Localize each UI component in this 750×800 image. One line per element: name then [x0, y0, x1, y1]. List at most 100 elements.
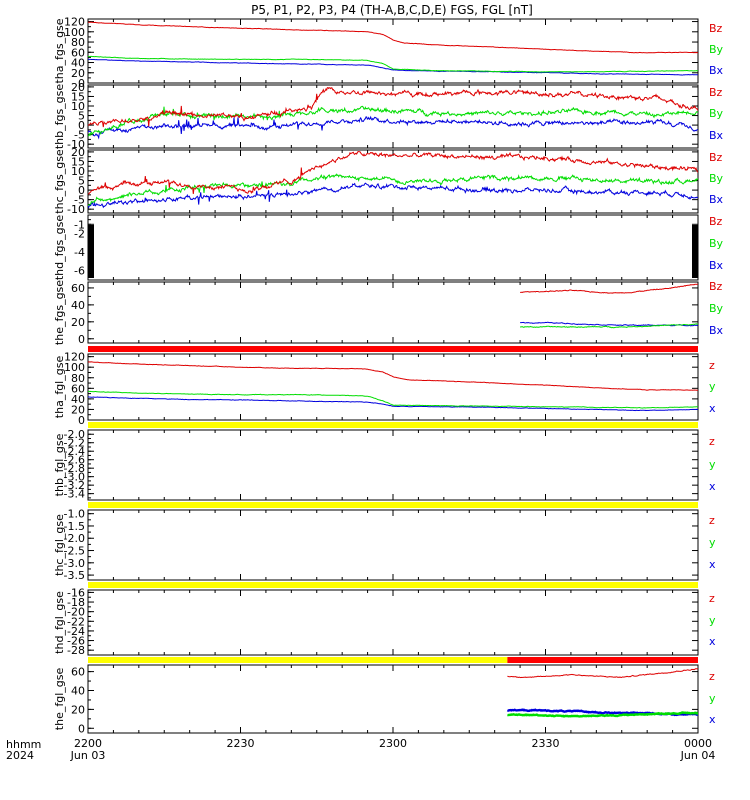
legend-x: x: [709, 558, 716, 571]
x-axis-label-year: 2024: [6, 749, 34, 762]
series-line-x: [88, 182, 698, 209]
y-tick-label: 0: [78, 77, 85, 90]
legend-Bz: Bz: [709, 280, 723, 293]
y-tick-label: -2.2: [64, 437, 85, 450]
y-tick-label: 0: [78, 119, 85, 132]
y-tick-label: -22: [67, 615, 85, 628]
legend-x: x: [709, 635, 716, 648]
legend-z: z: [709, 514, 715, 527]
y-tick-label: 100: [64, 361, 85, 374]
panel-frame: [87, 429, 699, 501]
y-tick-label: -2: [74, 228, 85, 241]
y-tick-label: 10: [71, 100, 85, 113]
legend-By: By: [709, 107, 724, 120]
y-tick-label: 80: [71, 36, 85, 49]
series-line-y: [88, 390, 698, 409]
y-tick-label: 120: [64, 351, 85, 364]
y-axis-label: thb_fgl_gse: [53, 433, 66, 496]
y-tick-label: -1: [74, 218, 85, 231]
legend-By: By: [709, 172, 724, 185]
legend-By: By: [709, 43, 724, 56]
panel-frame: [87, 214, 699, 281]
y-tick-label: 60: [71, 282, 85, 295]
y-tick-label: -2.6: [64, 454, 85, 467]
legend-y: y: [709, 536, 716, 549]
y-tick-label: -10: [67, 203, 85, 216]
legend-z: z: [709, 670, 715, 683]
y-tick-label: 40: [71, 299, 85, 312]
y-tick-label: 15: [71, 155, 85, 168]
series-line-x: [520, 321, 698, 327]
legend-y: y: [709, 380, 716, 393]
y-tick-label: 15: [71, 90, 85, 103]
x-axis-label-format: hhmm: [6, 738, 41, 751]
y-tick-label: 20: [71, 403, 85, 416]
series-line-z: [88, 151, 698, 195]
y-axis-label: thc_fgl_gse: [53, 514, 66, 576]
y-axis-label: tha_fgl_gse: [53, 356, 66, 419]
y-axis-label: the_fgl_gse: [53, 668, 66, 731]
legend-Bz: Bz: [709, 215, 723, 228]
y-tick-label: -1.5: [64, 520, 85, 533]
series-group: [506, 668, 698, 718]
y-tick-label: -18: [67, 596, 85, 609]
legend-y: y: [709, 692, 716, 705]
y-tick-label: -6: [74, 265, 85, 278]
y-tick-label: -3.5: [64, 569, 85, 582]
panel-frame: [87, 281, 699, 344]
y-axis-label: the_fgs_gse: [53, 280, 66, 345]
status-bar-yellow: [88, 582, 698, 588]
y-tick-label: 20: [71, 67, 85, 80]
legend-Bx: Bx: [709, 324, 724, 337]
legend-Bz: Bz: [709, 22, 723, 35]
y-tick-label: -3.4: [64, 488, 85, 501]
legend-x: x: [709, 480, 716, 493]
panel-the-fgl-gse: 0 20 40 60 the_fgl_gse zyx: [53, 657, 716, 735]
legend-Bx: Bx: [709, 193, 724, 206]
y-tick-label: 60: [71, 382, 85, 395]
y-axis-label: thb_fgs_gse: [53, 84, 66, 150]
y-tick-label: -16: [67, 586, 85, 599]
series-line-y: [88, 105, 698, 137]
y-tick-label: -4: [74, 246, 85, 259]
y-tick-label: 0: [78, 333, 85, 346]
status-bar-yellow: [88, 657, 508, 663]
y-axis-label: thd_fgl_gse: [53, 591, 66, 654]
y-tick-label: 120: [64, 16, 85, 29]
legend-y: y: [709, 614, 716, 627]
y-tick-label: 80: [71, 372, 85, 385]
y-tick-label: 5: [78, 110, 85, 123]
y-tick-label: -2.4: [64, 445, 85, 458]
series-line-y: [88, 55, 698, 73]
x-tick-date-label: Jun 04: [680, 749, 716, 762]
series-line-y: [88, 173, 698, 206]
y-tick-label: -2.8: [64, 462, 85, 475]
x-tick-label: 2200: [74, 737, 102, 750]
x-tick-date-label: Jun 03: [70, 749, 106, 762]
y-tick-label: 40: [71, 57, 85, 70]
status-bar-red: [507, 657, 698, 663]
series-line-z: [88, 21, 698, 54]
series-group: [88, 361, 698, 412]
legend-Bx: Bx: [709, 64, 724, 77]
legend-Bx: Bx: [709, 259, 724, 272]
legend-Bz: Bz: [709, 151, 723, 164]
x-tick-label: 2230: [227, 737, 255, 750]
y-tick-label: 20: [71, 146, 85, 159]
y-tick-label: 40: [71, 393, 85, 406]
legend-z: z: [709, 592, 715, 605]
y-tick-label: -5: [74, 194, 85, 207]
series-group: [88, 225, 698, 278]
y-axis-label: thc_fgs_gse: [53, 149, 66, 214]
series-line-x: [88, 396, 698, 412]
status-bar-yellow: [88, 422, 698, 428]
legend-x: x: [709, 713, 716, 726]
y-tick-label: 20: [71, 316, 85, 329]
y-tick-label: -10: [67, 138, 85, 151]
